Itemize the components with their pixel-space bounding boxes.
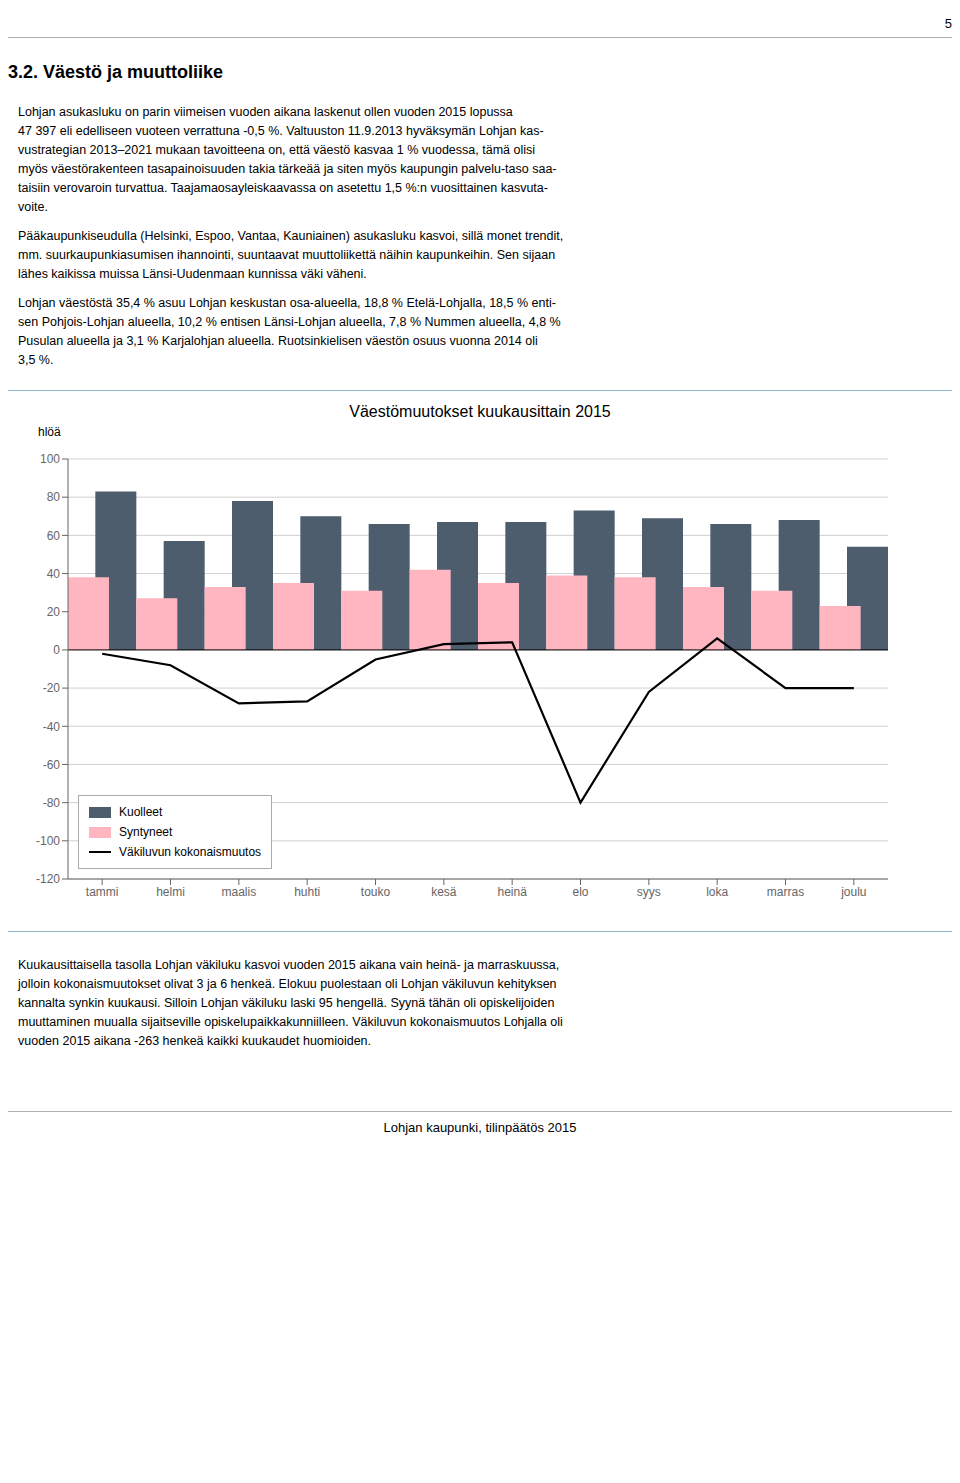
- html-text:mm. suurkaupunkiasumisen ihann: mm. suurkaupunkiasumisen ihannointi, suu…: [18, 248, 556, 262]
- svg-text:0: 0: [53, 643, 60, 657]
- html-text:jolloin kokonaismuutokset oliv: jolloin kokonaismuutokset olivat 3 ja 6 …: [18, 977, 557, 991]
- svg-text:helmi: helmi: [156, 885, 185, 899]
- html-text:Pusulan alueella ja 3,1 % Karj: Pusulan alueella ja 3,1 % Karjalohjan al…: [18, 334, 538, 348]
- html-text:Pääkaupunkiseudulla (Helsinki,: Pääkaupunkiseudulla (Helsinki, Espoo, Va…: [18, 229, 564, 243]
- html-text:Lohjan väestöstä 35,4 % asuu L: Lohjan väestöstä 35,4 % asuu Lohjan kesk…: [18, 296, 556, 310]
- svg-text:huhti: huhti: [294, 885, 320, 899]
- svg-text:60: 60: [47, 529, 61, 543]
- html-text:47 397 eli edelliseen vuoteen: 47 397 eli edelliseen vuoteen verrattuna…: [18, 124, 544, 138]
- html-text:Kuolleet: Kuolleet: [119, 805, 163, 819]
- html-text:5: 5: [944, 16, 952, 31]
- svg-text:joulu: joulu: [840, 885, 866, 899]
- svg-text:kesä: kesä: [431, 885, 457, 899]
- svg-text:20: 20: [47, 605, 61, 619]
- svg-text:80: 80: [47, 490, 61, 504]
- svg-text:100: 100: [40, 452, 60, 466]
- svg-text:heinä: heinä: [497, 885, 527, 899]
- html-text:voite.: voite.: [18, 200, 48, 214]
- html-text:lähes kaikissa muissa Länsi-Uu: lähes kaikissa muissa Länsi-Uudenmaan ku…: [18, 267, 367, 281]
- html-text:Lohjan asukasluku on parin vii: Lohjan asukasluku on parin viimeisen vuo…: [18, 105, 513, 119]
- html-text:3.2. Väestö ja muuttoliike: 3.2. Väestö ja muuttoliike: [8, 62, 224, 82]
- svg-text:marras: marras: [767, 885, 804, 899]
- svg-text:-20: -20: [43, 681, 61, 695]
- svg-text:-100: -100: [36, 834, 60, 848]
- html-text:Väestömuutokset kuukausittain: Väestömuutokset kuukausittain 2015: [349, 403, 611, 420]
- svg-text:elo: elo: [572, 885, 588, 899]
- html-text:3,5 %.: 3,5 %.: [18, 353, 54, 367]
- svg-text:syys: syys: [637, 885, 661, 899]
- html-text:Lohjan kaupunki, tilinpäätös 2: Lohjan kaupunki, tilinpäätös 2015: [383, 1120, 577, 1135]
- svg-text:-120: -120: [36, 872, 60, 886]
- html-text:sen Pohjois-Lohjan alueella, 1: sen Pohjois-Lohjan alueella, 10,2 % enti…: [18, 315, 561, 329]
- svg-text:maalis: maalis: [221, 885, 256, 899]
- html-text:taisiin verovaroin turvattua.: taisiin verovaroin turvattua. Taajamaosa…: [18, 181, 548, 195]
- html-text:muuttaminen muualla sijaitsevi: muuttaminen muualla sijaitseville opiske…: [18, 1015, 563, 1029]
- svg-text:-80: -80: [43, 796, 61, 810]
- svg-text:loka: loka: [706, 885, 728, 899]
- html-text:hlöä: hlöä: [38, 425, 61, 439]
- html-text:Kuukausittaisella tasolla Lohj: Kuukausittaisella tasolla Lohjan väkiluk…: [18, 958, 560, 972]
- svg-text:-60: -60: [43, 758, 61, 772]
- svg-text:40: 40: [47, 567, 61, 581]
- html-text:kannalta synkin kuukausi. Sill: kannalta synkin kuukausi. Silloin Lohjan…: [18, 996, 555, 1010]
- html-text:vustrategian 2013–2021 mukaan: vustrategian 2013–2021 mukaan tavoitteen…: [18, 143, 535, 157]
- html-text:Väkiluvun kokonaismuutos: Väkiluvun kokonaismuutos: [119, 845, 262, 859]
- svg-text:tammi: tammi: [86, 885, 119, 899]
- html-text:vuoden 2015 aikana -263 henkeä: vuoden 2015 aikana -263 henkeä kaikki ku…: [18, 1034, 371, 1048]
- svg-text:touko: touko: [361, 885, 391, 899]
- html-text:Syntyneet: Syntyneet: [119, 825, 173, 839]
- html-text:myös väestörakenteen tasapaino: myös väestörakenteen tasapainoisuuden ta…: [18, 162, 557, 176]
- svg-text:-40: -40: [43, 720, 61, 734]
